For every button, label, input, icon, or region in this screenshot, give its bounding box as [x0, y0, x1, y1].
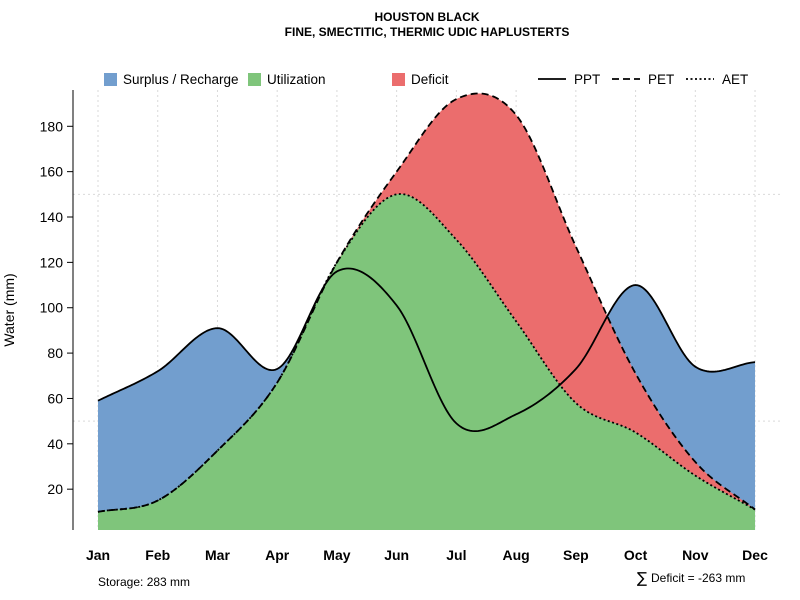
legend-label: Utilization: [267, 72, 326, 87]
x-tick-label: Feb: [145, 547, 170, 563]
axes-layer: 20 40 60 80 100 120 140 160 180 Jan Feb Mar Apr May Ju…: [40, 90, 768, 563]
legend-label: Surplus / Recharge: [123, 72, 239, 87]
area-utilization: [98, 193, 756, 531]
y-tick-label: 180: [40, 118, 64, 134]
chart-subtitle: FINE, SMECTITIC, THERMIC UDIC HAPLUSTERT…: [285, 25, 570, 39]
legend-swatch: [248, 73, 261, 86]
x-tick-label: May: [323, 547, 350, 563]
y-tick-label: 100: [40, 300, 64, 316]
legend-label: AET: [722, 72, 748, 87]
legend-label: PET: [648, 72, 674, 87]
y-tick-label: 20: [47, 481, 63, 497]
x-tick-label: Jan: [86, 547, 110, 563]
legend-swatch: [392, 73, 405, 86]
area-deficit: [98, 93, 756, 512]
series-line-layer: [97, 92, 756, 513]
chart-title: HOUSTON BLACK: [374, 10, 479, 24]
y-tick-label: 60: [47, 390, 63, 406]
area-layer: [98, 93, 756, 531]
x-tick-label: Sep: [563, 547, 589, 563]
x-tick-label: Aug: [503, 547, 530, 563]
y-tick-label: 140: [40, 209, 64, 225]
y-tick-label: 160: [40, 164, 64, 180]
legend-swatch: [104, 73, 117, 86]
y-tick-label: 80: [47, 345, 63, 361]
x-tick-label: Jul: [446, 547, 466, 563]
x-tick-label: Nov: [682, 547, 709, 563]
x-tick-label: Apr: [265, 547, 290, 563]
legend: Surplus / Recharge Utilization Deficit PPT P…: [104, 72, 748, 87]
series-line-ppt: [97, 267, 756, 433]
series-line-pet: [97, 92, 756, 513]
x-tick-label: Oct: [624, 547, 648, 563]
series-line-aet: [97, 193, 756, 513]
y-tick-label: 120: [40, 254, 64, 270]
x-tick-label: Dec: [742, 547, 768, 563]
legend-label: Deficit: [411, 72, 449, 87]
y-tick-label: 40: [47, 436, 63, 452]
legend-label: PPT: [574, 72, 600, 87]
x-tick-label: Jun: [384, 547, 409, 563]
y-axis-title: Water (mm): [1, 273, 17, 346]
x-tick-label: Mar: [205, 547, 230, 563]
sum-symbol: ∑: [637, 569, 647, 587]
storage-note: Storage: 283 mm: [98, 575, 190, 589]
deficit-note: Deficit = -263 mm: [651, 571, 745, 585]
